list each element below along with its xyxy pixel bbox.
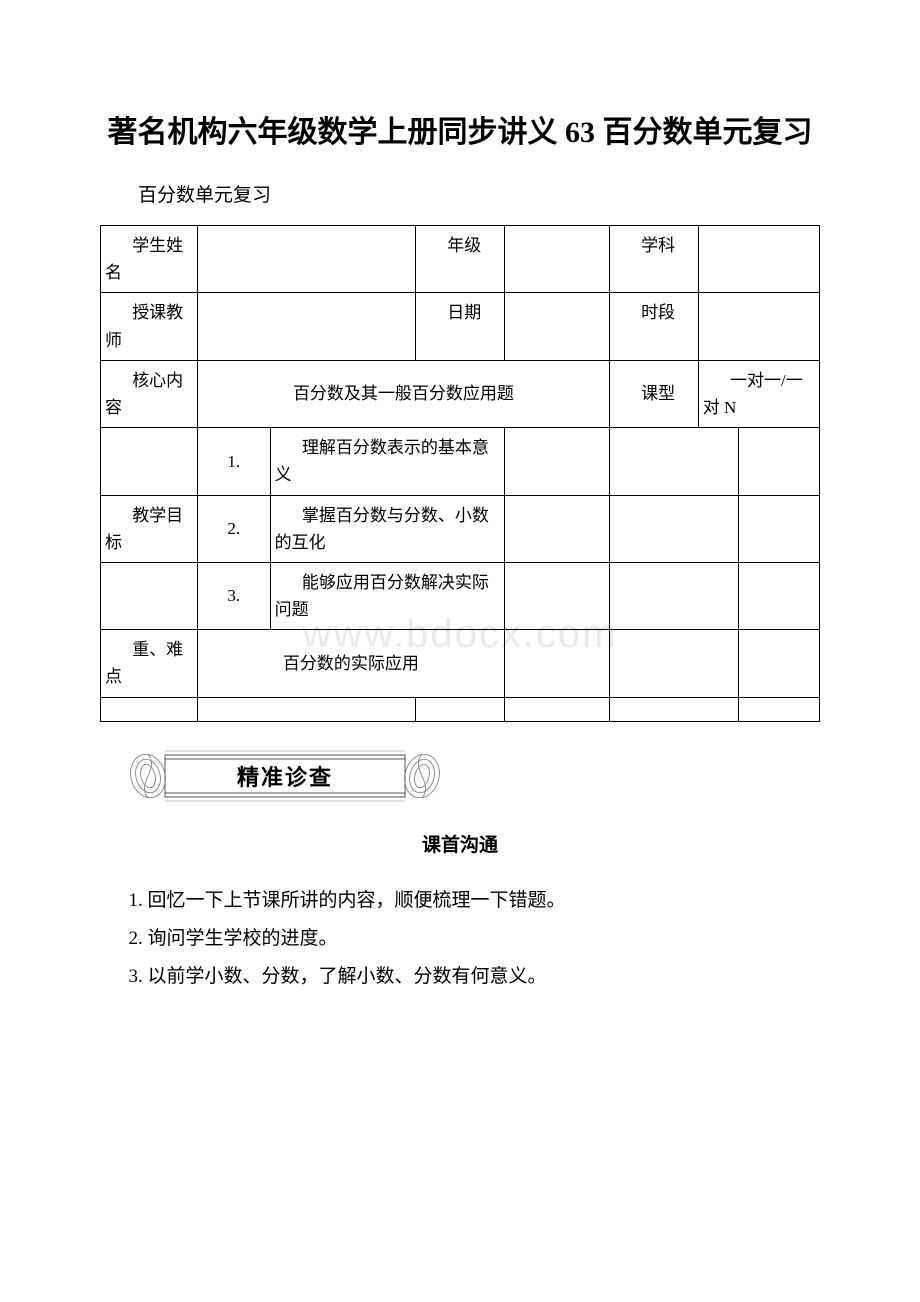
cell-difficulty-label: 重、难点	[101, 630, 198, 697]
cell-empty	[739, 428, 820, 495]
body-line: 2. 询问学生学校的进度。	[100, 920, 820, 958]
table-row: 3. 能够应用百分数解决实际问题	[101, 562, 820, 629]
table-row	[101, 697, 820, 721]
cell-empty	[504, 495, 609, 562]
cell-empty	[739, 630, 820, 697]
cell-empty	[504, 697, 609, 721]
section-heading: 课首沟通	[100, 830, 820, 857]
cell-core-label: 核心内容	[101, 360, 198, 427]
cell-empty	[609, 697, 738, 721]
cell-type-label: 课型	[609, 360, 698, 427]
cell-empty	[416, 697, 505, 721]
cell-empty	[504, 428, 609, 495]
body-line: 3. 以前学小数、分数，了解小数、分数有何意义。	[100, 958, 820, 996]
table-row: 教学目标 2. 掌握百分数与分数、小数的互化	[101, 495, 820, 562]
cell-empty	[609, 495, 738, 562]
cell-difficulty-value: 百分数的实际应用	[197, 630, 504, 697]
cell-student-name-label: 学生姓名	[101, 226, 198, 293]
table-row: 授课教师 日期 时段	[101, 293, 820, 360]
cell-empty	[101, 697, 198, 721]
cell-type-value: 一对一/一对 N	[698, 360, 819, 427]
cell-date-value	[504, 293, 609, 360]
cell-empty	[609, 630, 738, 697]
cell-student-name-value	[197, 226, 415, 293]
cell-empty	[609, 428, 738, 495]
cell-teacher-label: 授课教师	[101, 293, 198, 360]
table-row: 重、难点 百分数的实际应用	[101, 630, 820, 697]
cell-empty	[504, 630, 609, 697]
cell-grade-value	[504, 226, 609, 293]
cell-goal-num: 1.	[197, 428, 270, 495]
section-banner: 精准诊查	[125, 747, 445, 805]
banner-text: 精准诊查	[125, 747, 445, 805]
cell-grade-label: 年级	[416, 226, 505, 293]
cell-subject-label: 学科	[609, 226, 698, 293]
cell-teacher-value	[197, 293, 415, 360]
cell-goal-num: 2.	[197, 495, 270, 562]
cell-empty	[101, 428, 198, 495]
cell-date-label: 日期	[416, 293, 505, 360]
cell-goal-num: 3.	[197, 562, 270, 629]
cell-subject-value	[698, 226, 819, 293]
document-title: 著名机构六年级数学上册同步讲义 63 百分数单元复习	[100, 110, 820, 155]
cell-goal-text: 理解百分数表示的基本意义	[270, 428, 504, 495]
body-line: 1. 回忆一下上节课所讲的内容，顺便梳理一下错题。	[100, 882, 820, 920]
table-row: 核心内容 百分数及其一般百分数应用题 课型 一对一/一对 N	[101, 360, 820, 427]
cell-empty	[609, 562, 738, 629]
cell-core-value: 百分数及其一般百分数应用题	[197, 360, 609, 427]
cell-time-value	[698, 293, 819, 360]
cell-goals-label: 教学目标	[101, 495, 198, 562]
info-table: 学生姓名 年级 学科 授课教师 日期 时段 核心内容 百分数及其一般百分数应用题…	[100, 225, 820, 722]
cell-empty	[504, 562, 609, 629]
cell-goal-text: 掌握百分数与分数、小数的互化	[270, 495, 504, 562]
cell-empty	[101, 562, 198, 629]
cell-empty	[739, 562, 820, 629]
cell-empty	[739, 495, 820, 562]
table-row: 学生姓名 年级 学科	[101, 226, 820, 293]
document-subtitle: 百分数单元复习	[100, 180, 820, 207]
table-row: 1. 理解百分数表示的基本意义	[101, 428, 820, 495]
cell-goal-text: 能够应用百分数解决实际问题	[270, 562, 504, 629]
cell-empty	[197, 697, 415, 721]
cell-empty	[739, 697, 820, 721]
cell-time-label: 时段	[609, 293, 698, 360]
